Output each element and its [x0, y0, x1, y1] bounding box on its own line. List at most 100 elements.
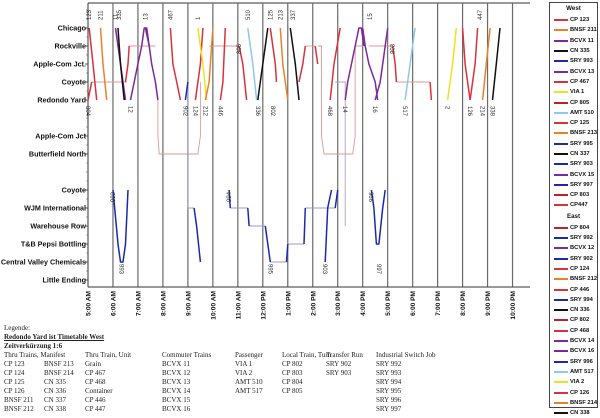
- train-path: [247, 27, 258, 101]
- train-graph: Chicago Rockville Apple-Com Jct. Coyote Redo…: [1, 2, 530, 320]
- train-number-label: 335: [117, 9, 123, 20]
- key-item: CN 336: [44, 387, 66, 395]
- key-column: Commuter Trains BCVX 11 BCVX 12 BCVX 13 BCVX…: [162, 351, 211, 414]
- key-item: CP 123: [4, 360, 25, 368]
- key-item: BCVX 14: [162, 387, 191, 395]
- train-path: [361, 27, 379, 101]
- station-label: Little Ending: [42, 276, 86, 285]
- key-scale: Zeitverkürzung 1:6: [4, 342, 63, 350]
- time-label: 7:00 PM: [435, 290, 442, 315]
- train-path: [99, 27, 108, 101]
- time-label: 12:00 PM: [260, 290, 267, 319]
- train-number-label: 211: [98, 10, 104, 20]
- legend-entry: CP 802: [550, 315, 597, 325]
- legend-label: CP 467: [570, 78, 590, 85]
- train-path: [204, 27, 214, 101]
- legend-swatch: [554, 412, 568, 415]
- train-path: [197, 27, 208, 101]
- time-label: 4:00 PM: [360, 290, 367, 315]
- train-legend: West CP 123 BNSF 211 BCVX 11 CN 335 SRY 993 B…: [549, 2, 598, 416]
- key-item: VIA 2: [235, 369, 253, 377]
- legend-label: CP 468: [570, 327, 590, 334]
- train-path: [144, 27, 159, 101]
- station-label: Apple-Com Jct: [35, 132, 86, 141]
- train-number-label: 125: [268, 9, 274, 20]
- legend-entry: CP 468: [550, 326, 597, 336]
- legend-entry: SRY 903: [550, 159, 597, 169]
- key-item: CP 805: [282, 387, 303, 395]
- legend-entry: BCVX 13: [550, 66, 597, 76]
- legend-entry: CP 125: [550, 118, 597, 128]
- legend-entry: SRY 995: [550, 139, 597, 149]
- train-number-label: 213: [278, 9, 284, 20]
- legend-label: SRY 997: [570, 181, 593, 188]
- train-number-label: 14: [341, 106, 347, 113]
- legend-entry: BNSF 211: [550, 25, 597, 35]
- train-path: [87, 81, 93, 101]
- train-path: [194, 27, 204, 101]
- key-item: SRY 997: [376, 405, 402, 413]
- key-column: BNSF 213 BNSF 214 CN 335 CN 336 CN 337 CN 338: [44, 351, 74, 414]
- key-column-header: Passenger: [235, 351, 263, 359]
- legend-entry: BCVX 15: [550, 169, 597, 179]
- legend-label: AMT 517: [570, 368, 594, 375]
- train-number-label: 992: [111, 191, 117, 202]
- key-item: Container: [85, 387, 113, 395]
- time-label: 9:00 PM: [485, 290, 492, 315]
- key-item: BCVX 15: [162, 396, 191, 404]
- legend-swatch: [554, 39, 568, 42]
- legend-label: CN 338: [570, 410, 590, 417]
- legend-swatch: [554, 309, 568, 312]
- key-column: Transfer Run SRY 902 SRY 903: [326, 351, 363, 378]
- train-number-label: 510: [246, 9, 252, 20]
- train-path: [446, 27, 458, 101]
- key-item: CN 335: [44, 378, 66, 386]
- train-path: [264, 225, 272, 263]
- legend-swatch: [554, 173, 568, 176]
- key-item: BCVX 13: [162, 378, 191, 386]
- key-column: Local Train, Turn CP 802 CP 803 CP 804 CP 80…: [282, 351, 331, 396]
- train-number-label: 1: [196, 16, 202, 20]
- legend-swatch: [554, 350, 568, 353]
- train-number-label: 995: [266, 264, 272, 275]
- train-number-label: 126: [466, 106, 472, 117]
- train-path: [112, 189, 129, 263]
- train-path: [404, 27, 416, 101]
- legend-label: SRY 996: [570, 358, 593, 365]
- train-path: [334, 189, 339, 209]
- key-subtitle: Redondo Yard ist Timetable West: [4, 333, 105, 341]
- legend-label: CP447: [570, 202, 588, 209]
- train-path: [303, 207, 307, 245]
- time-label: 10:00 AM: [210, 291, 217, 320]
- legend-label: CP 126: [570, 389, 590, 396]
- legend-entry: CP 446: [550, 284, 597, 294]
- key-item: SRY 992: [376, 360, 402, 368]
- legend-west-title: West: [566, 5, 581, 12]
- legend-swatch: [554, 401, 568, 404]
- key-item: BNSF 213: [44, 360, 74, 368]
- key-item: BCVX 16: [162, 405, 191, 413]
- legend-label: CP 123: [570, 17, 590, 24]
- key-item: CP 447: [85, 405, 106, 413]
- legend-swatch: [554, 183, 568, 186]
- train-path: [269, 27, 278, 83]
- train-path: [169, 27, 182, 101]
- train-number-label: 13: [143, 13, 149, 20]
- legend-label: CP 124: [570, 265, 590, 272]
- legend-label: CP 446: [570, 286, 590, 293]
- key-column-header: Industrial Switch Job: [376, 351, 436, 359]
- legend-swatch: [554, 70, 568, 73]
- train-path: [314, 45, 319, 65]
- train-number-label: 338: [489, 106, 495, 117]
- key-item: CN 338: [44, 405, 66, 413]
- legend-east-title: East: [566, 212, 581, 220]
- legend-label: SRY 993: [570, 58, 593, 65]
- train-number-label: 15: [368, 13, 374, 20]
- train-path: [491, 27, 501, 101]
- train-number-label: 468: [326, 106, 332, 117]
- key-item: BNSF 211: [4, 396, 34, 404]
- key-item: CP 468: [85, 378, 106, 386]
- legend-swatch: [554, 257, 568, 260]
- legend-label: AMT 510: [570, 109, 594, 116]
- legend-label: BNSF 214: [570, 399, 598, 406]
